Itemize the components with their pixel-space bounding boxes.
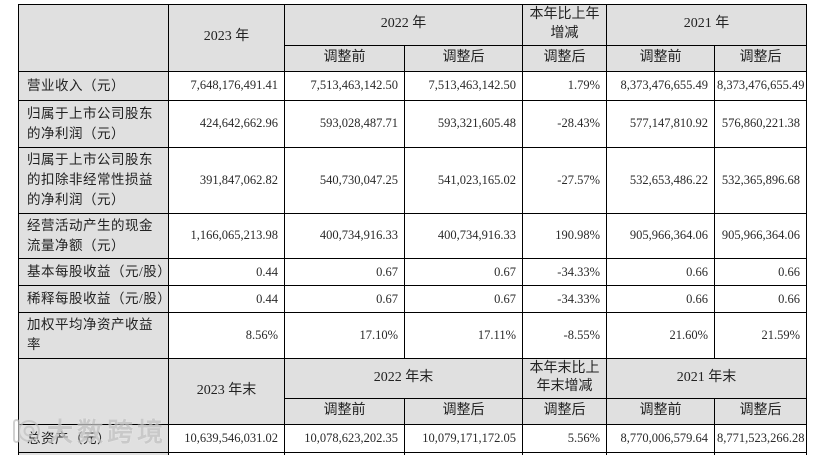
cell-value: -28.43% (522, 99, 607, 148)
row-label: 总资产（元） (18, 424, 169, 454)
key-financials-table-wrap: 2023 年 2022 年 本年比上年增减 2021 年 调整前 调整后 调整后… (18, 4, 807, 455)
subheader-before-adjust: 调整前 (606, 44, 715, 72)
header-yearend-prev-group: 2022 年末 (284, 357, 523, 400)
subheader-after-adjust: 调整后 (714, 398, 807, 426)
cell-value: 593,321,605.48 (404, 99, 523, 148)
cell-value: 8,373,476,655.49 (714, 70, 807, 101)
subheader-before-adjust: 调整前 (606, 398, 715, 426)
cell-value: 8,373,476,655.49 (606, 70, 715, 101)
cell-value: -34.33% (522, 285, 607, 314)
cell-value: 0.67 (284, 285, 405, 314)
table-row: 总资产（元） 10,639,546,031.02 10,078,623,202.… (18, 424, 807, 454)
table-row: 稀释每股收益（元/股） 0.44 0.67 0.67 -34.33% 0.66 … (18, 285, 807, 314)
cell-value: 190.98% (522, 212, 607, 260)
cell-value: 1,166,065,213.98 (168, 212, 285, 260)
cell-value: 0.66 (714, 258, 807, 287)
cell-value: 905,966,364.06 (714, 212, 807, 260)
cell-value: 593,028,487.71 (284, 99, 405, 148)
table-row: 营业收入（元） 7,648,176,491.41 7,513,463,142.5… (18, 70, 807, 101)
row-label: 基本每股收益（元/股） (18, 258, 169, 287)
subheader-before-adjust: 调整前 (284, 44, 405, 72)
cell-value: 10,078,623,202.35 (284, 424, 405, 454)
key-financials-table: 2023 年 2022 年 本年比上年增减 2021 年 调整前 调整后 调整后… (18, 4, 807, 455)
cell-value: 400,734,916.33 (284, 212, 405, 260)
subheader-after-adjust: 调整后 (714, 44, 807, 72)
table-row: 调整前 调整后 调整后 调整前 调整后 (19, 44, 807, 72)
cell-value: 5.56% (522, 424, 607, 454)
cell-value: 0.44 (168, 258, 285, 287)
cell-value: -27.57% (522, 146, 607, 214)
cell-value: 7,648,176,491.41 (168, 70, 285, 101)
cell-value: 8,770,006,579.64 (606, 424, 715, 454)
cell-value: 0.66 (606, 285, 715, 314)
cell-value: 8,771,523,266.28 (714, 424, 807, 454)
table-row: 经营活动产生的现金流量净额（元） 1,166,065,213.98 400,73… (18, 212, 807, 260)
row-label: 稀释每股收益（元/股） (18, 285, 169, 314)
cell-value: 17.11% (404, 312, 523, 359)
cell-value: 400,734,916.33 (404, 212, 523, 260)
cell-value: 7,513,463,142.50 (284, 70, 405, 101)
subheader-after-adjust: 调整后 (404, 44, 523, 72)
table-row: 基本每股收益（元/股） 0.44 0.67 0.67 -34.33% 0.66 … (18, 258, 807, 287)
cell-value: 532,653,486.22 (606, 146, 715, 214)
header-yearend-change-group: 本年末比上年末增减 (522, 357, 607, 400)
row-label: 加权平均净资产收益率 (18, 312, 169, 359)
cell-value: -34.33% (522, 258, 607, 287)
table-row: 加权平均净资产收益率 8.56% 17.10% 17.11% -8.55% 21… (18, 312, 807, 359)
corner-cell (18, 357, 169, 426)
table-row: 调整前 调整后 调整后 调整前 调整后 (19, 398, 807, 426)
header-yearend-current: 2023 年末 (168, 357, 285, 426)
header-yearend-prev2-group: 2021 年末 (606, 357, 807, 400)
cell-value: 10,079,171,172.05 (404, 424, 523, 454)
corner-cell (18, 4, 169, 72)
row-label: 营业收入（元） (18, 70, 169, 101)
cell-value: 391,847,062.82 (168, 146, 285, 214)
table-row: 2023 年 2022 年 本年比上年增减 2021 年 (18, 4, 807, 72)
cell-value: 8.56% (168, 312, 285, 359)
cell-value: 577,147,810.92 (606, 99, 715, 148)
cell-value: -8.55% (522, 312, 607, 359)
header-year-prev-group: 2022 年 (284, 4, 523, 46)
cell-value: 10,639,546,031.02 (168, 424, 285, 454)
table-row: 归属于上市公司股东的净利润（元） 424,642,662.96 593,028,… (18, 99, 807, 148)
row-label: 归属于上市公司股东的净利润（元） (18, 99, 169, 148)
cell-value: 17.10% (284, 312, 405, 359)
row-label: 归属于上市公司股东的扣除非经常性损益的净利润（元） (18, 146, 169, 214)
cell-value: 0.66 (714, 285, 807, 314)
cell-value: 0.66 (606, 258, 715, 287)
cell-value: 540,730,047.25 (284, 146, 405, 214)
subheader-before-adjust: 调整前 (284, 398, 405, 426)
header-change-group: 本年比上年增减 (522, 4, 607, 46)
cell-value: 541,023,165.02 (404, 146, 523, 214)
cell-value: 0.67 (404, 285, 523, 314)
cell-value: 1.79% (522, 70, 607, 101)
cell-value: 7,513,463,142.50 (404, 70, 523, 101)
cell-value: 424,642,662.96 (168, 99, 285, 148)
subheader-after-adjust: 调整后 (404, 398, 523, 426)
cell-value: 905,966,364.06 (606, 212, 715, 260)
subheader-after-adjust: 调整后 (522, 44, 607, 72)
table-row: 归属于上市公司股东的扣除非经常性损益的净利润（元） 391,847,062.82… (18, 146, 807, 214)
cell-value: 0.67 (404, 258, 523, 287)
cell-value: 0.44 (168, 285, 285, 314)
cell-value: 576,860,221.38 (714, 99, 807, 148)
cell-value: 21.59% (714, 312, 807, 359)
table-row: 2023 年末 2022 年末 本年末比上年末增减 2021 年末 (18, 357, 807, 426)
row-label: 经营活动产生的现金流量净额（元） (18, 212, 169, 260)
header-year-current: 2023 年 (168, 4, 285, 72)
cell-value: 2,967,941,965.18 (714, 452, 807, 455)
table-row: 归属于上市公司股东的净资产（元） 5,001,783,422.44 4,736,… (18, 452, 807, 455)
cell-value: 0.67 (284, 258, 405, 287)
header-year-prev2-group: 2021 年 (606, 4, 807, 46)
cell-value: 21.60% (606, 312, 715, 359)
cell-value: 532,365,896.68 (714, 146, 807, 214)
subheader-after-adjust: 调整后 (522, 398, 607, 426)
